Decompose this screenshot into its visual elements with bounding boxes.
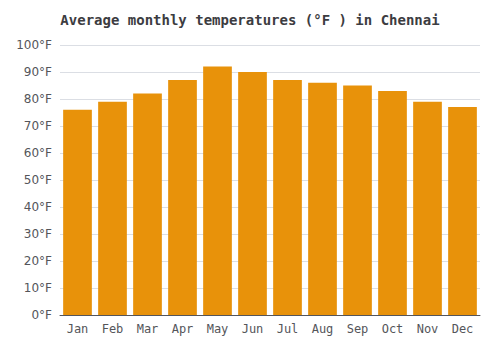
svg-text:Oct: Oct	[382, 322, 404, 336]
svg-text:May: May	[207, 322, 229, 336]
svg-text:Apr: Apr	[172, 322, 194, 336]
svg-text:Dec: Dec	[452, 322, 474, 336]
svg-text:0°F: 0°F	[31, 308, 52, 322]
svg-text:100°F: 100°F	[16, 38, 52, 52]
svg-text:Jun: Jun	[242, 322, 264, 336]
svg-text:Jan: Jan	[67, 322, 89, 336]
svg-text:70°F: 70°F	[24, 119, 52, 133]
svg-text:80°F: 80°F	[24, 92, 52, 106]
svg-text:60°F: 60°F	[24, 146, 52, 160]
svg-text:Nov: Nov	[417, 322, 439, 336]
svg-text:10°F: 10°F	[24, 281, 52, 295]
svg-text:90°F: 90°F	[24, 65, 52, 79]
svg-text:Jul: Jul	[277, 322, 299, 336]
svg-text:Sep: Sep	[347, 322, 369, 336]
svg-text:30°F: 30°F	[24, 227, 52, 241]
svg-text:40°F: 40°F	[24, 200, 52, 214]
svg-text:Mar: Mar	[137, 322, 159, 336]
svg-text:50°F: 50°F	[24, 173, 52, 187]
svg-text:Feb: Feb	[102, 322, 124, 336]
svg-text:20°F: 20°F	[24, 254, 52, 268]
svg-text:Average monthly temperatures (: Average monthly temperatures (°F ) in Ch…	[60, 12, 439, 28]
svg-text:Aug: Aug	[312, 322, 334, 336]
